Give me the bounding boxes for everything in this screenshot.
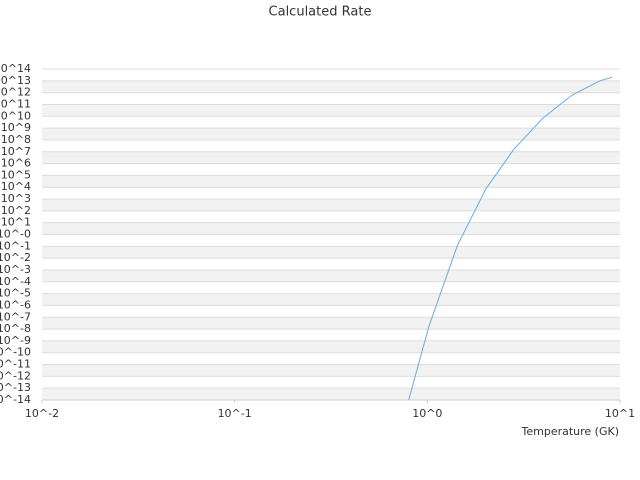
y-tick-label: 10^9 <box>1 121 31 134</box>
y-tick-label: 10^5 <box>1 168 31 181</box>
y-tick-label: 10^-12 <box>0 369 31 382</box>
grid-band <box>42 128 620 140</box>
y-tick-label: 10^11 <box>0 97 31 110</box>
y-tick-label: 10^4 <box>1 180 31 193</box>
y-tick-label: 10^10 <box>0 109 31 122</box>
y-tick-label: 10^13 <box>0 74 31 87</box>
series-line <box>408 76 613 400</box>
grid-band <box>42 151 620 164</box>
y-tick-label: 10^3 <box>1 192 31 205</box>
y-tick-label: 10^-3 <box>0 263 31 276</box>
y-tick-label: 10^12 <box>0 86 31 99</box>
y-tick-label: 10^2 <box>1 204 31 217</box>
x-tick-label: 10^1 <box>605 407 635 420</box>
y-tick-label: 10^6 <box>1 157 31 170</box>
y-tick-label: 10^7 <box>1 145 31 158</box>
y-tick-label: 10^1 <box>1 216 31 229</box>
x-tick-label: 10^0 <box>412 407 442 420</box>
chart-title: Calculated Rate <box>269 5 372 20</box>
x-tick-label: 10^-2 <box>25 407 59 420</box>
grid-band <box>42 388 620 400</box>
y-tick-label: 10^-14 <box>0 393 31 406</box>
y-tick-label: 10^-2 <box>0 251 31 264</box>
grid-band <box>42 340 620 353</box>
x-axis-label: Temperature (GK) <box>521 425 620 438</box>
grid-band <box>42 80 620 93</box>
x-tick-label: 10^-1 <box>218 407 252 420</box>
y-tick-label: 10^-7 <box>0 310 31 323</box>
grid-band <box>42 293 620 306</box>
y-tick-label: 10^-13 <box>0 381 31 394</box>
grid-band <box>42 175 620 188</box>
y-tick-label: 10^-5 <box>0 287 31 300</box>
y-tick-label: 10^-6 <box>0 298 31 311</box>
grid-band <box>42 222 620 235</box>
grid-band <box>42 246 620 259</box>
y-tick-label: 10^-1 <box>0 239 31 252</box>
grid-band <box>42 317 620 330</box>
y-tick-label: 10^-11 <box>0 358 31 371</box>
grid-band <box>42 199 620 211</box>
y-tick-label: 10^-8 <box>0 322 31 335</box>
grid-band <box>42 364 620 377</box>
y-tick-label: 10^-4 <box>0 275 31 288</box>
y-tick-label: 10^8 <box>1 133 31 146</box>
y-tick-label: 10^-0 <box>0 228 31 241</box>
y-tick-label: 10^-9 <box>0 334 31 347</box>
grid-band <box>42 104 620 117</box>
y-tick-label: 10^-10 <box>0 346 31 359</box>
y-tick-label: 10^14 <box>0 62 31 75</box>
grid-band <box>42 269 620 282</box>
